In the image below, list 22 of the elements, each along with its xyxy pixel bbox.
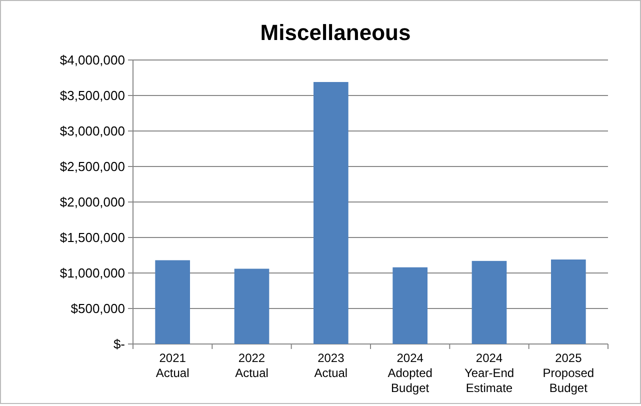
x-tick-label: 2023 Actual: [314, 351, 348, 380]
y-tick-label: $3,500,000: [60, 88, 125, 104]
x-tick-label: 2024 Adopted Budget: [388, 351, 432, 395]
y-tick-label: $-: [113, 336, 125, 352]
x-tick-label: 2024 Year-End Estimate: [464, 351, 514, 395]
bar: [234, 268, 270, 344]
x-tick-label: 2021 Actual: [156, 351, 190, 380]
y-tick-label: $1,500,000: [60, 230, 125, 246]
bar: [472, 260, 507, 344]
y-tick-label: $500,000: [70, 301, 125, 316]
bar: [392, 267, 428, 344]
y-tick-label: $3,000,000: [60, 124, 125, 139]
bar: [155, 260, 190, 344]
x-tick-label: 2022 Actual: [235, 351, 268, 380]
bar: [314, 82, 348, 344]
chart-title: Miscellaneous: [260, 20, 411, 45]
y-tick-label: $1,000,000: [60, 266, 125, 281]
bar: [551, 260, 586, 344]
y-tick-label: $4,000,000: [60, 52, 125, 68]
x-tick-label: 2025 Proposed Budget: [542, 351, 594, 395]
y-tick-label: $2,500,000: [60, 159, 125, 174]
y-tick-label: $2,000,000: [60, 194, 125, 210]
